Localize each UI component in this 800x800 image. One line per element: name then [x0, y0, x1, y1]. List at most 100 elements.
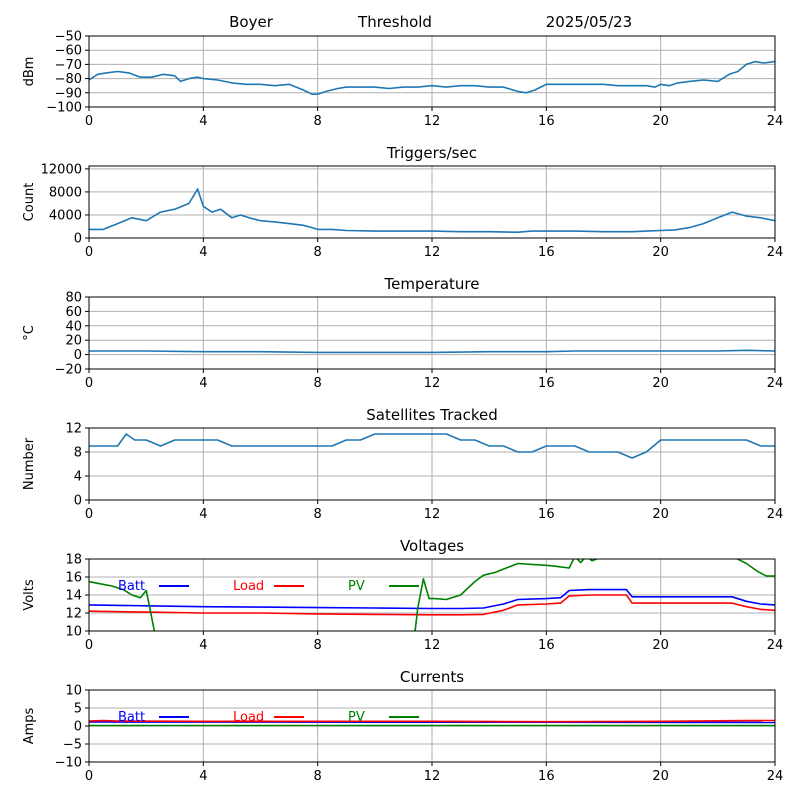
x-tick-label: 8 — [314, 638, 322, 653]
y-axis-label: dBm — [22, 57, 37, 87]
legend: Batt Load PV — [118, 579, 419, 594]
x-tick-label: 0 — [85, 769, 93, 784]
panel-3: 0 4 8 12 16 20 24 0 4 8 12 Satellites Tracked Number — [22, 406, 783, 522]
x-tick-label: 4 — [199, 114, 207, 129]
x-tick-label: 24 — [767, 638, 784, 653]
x-tick-label: 20 — [652, 769, 669, 784]
x-tick-label: 24 — [767, 507, 784, 522]
x-tick-label: 12 — [424, 507, 441, 522]
y-tick-label: 12000 — [41, 162, 82, 177]
series-group — [89, 719, 775, 727]
series-group — [89, 433, 775, 459]
y-tick-label: 10 — [65, 684, 82, 699]
x-tick-label: 20 — [652, 638, 669, 653]
x-tick-label: 20 — [652, 114, 669, 129]
x-tick-label: 12 — [424, 376, 441, 391]
y-axis-label: Number — [22, 437, 37, 490]
panel-title: Temperature — [383, 275, 479, 293]
y-tick-label: 16 — [65, 571, 82, 586]
x-tick-label: 12 — [424, 114, 441, 129]
y-tick-label: 0 — [74, 232, 82, 247]
x-tick-label: 24 — [767, 769, 784, 784]
x-tick-label: 8 — [314, 507, 322, 522]
x-tick-label: 4 — [199, 376, 207, 391]
y-tick-label: 4000 — [49, 208, 82, 223]
series-group — [89, 188, 775, 233]
series-line-load — [89, 594, 775, 616]
x-tick-label: 24 — [767, 376, 784, 391]
x-tick-label: 16 — [538, 376, 555, 391]
x-tick-label: 0 — [85, 114, 93, 129]
legend-label-batt: Batt — [118, 710, 145, 725]
header-date: 2025/05/23 — [546, 13, 632, 31]
series-line-load — [89, 719, 775, 723]
y-tick-label: −5 — [63, 738, 82, 753]
y-tick-label: 60 — [65, 305, 82, 320]
x-tick-label: 0 — [85, 507, 93, 522]
x-tick-label: 24 — [767, 114, 784, 129]
y-tick-label: 18 — [65, 553, 82, 568]
x-tick-label: 0 — [85, 245, 93, 260]
series-line-main — [89, 349, 775, 354]
y-tick-label: −20 — [55, 363, 82, 378]
y-tick-label: 4 — [74, 470, 82, 485]
y-tick-label: 80 — [65, 291, 82, 306]
y-tick-label: 12 — [65, 422, 82, 437]
legend-label-pv: PV — [348, 710, 365, 725]
series-line-main — [89, 60, 775, 95]
legend-label-pv: PV — [348, 579, 365, 594]
legend: Batt Load PV — [118, 710, 419, 725]
y-tick-label: 0 — [74, 348, 82, 363]
y-tick-label: 0 — [74, 720, 82, 735]
series-group — [89, 349, 775, 354]
panel-title: Triggers/sec — [386, 144, 477, 162]
panel-title: Voltages — [400, 537, 464, 555]
panel-title: Currents — [400, 668, 464, 686]
x-tick-label: 16 — [538, 769, 555, 784]
y-tick-label: 12 — [65, 607, 82, 622]
header-station: Boyer — [229, 13, 274, 31]
y-tick-label: −60 — [55, 44, 82, 59]
y-tick-label: −50 — [55, 30, 82, 45]
y-tick-label: −80 — [55, 72, 82, 87]
x-tick-label: 8 — [314, 376, 322, 391]
legend-label-load: Load — [233, 579, 264, 594]
x-tick-label: 24 — [767, 245, 784, 260]
panel-5: 0 4 8 12 16 20 24 −10 −5 0 5 10 Currents Amps Batt Load… — [22, 668, 783, 784]
header-mode: Threshold — [357, 13, 432, 31]
series-line-main — [89, 433, 775, 459]
series-line-main — [89, 188, 775, 233]
x-tick-label: 16 — [538, 507, 555, 522]
y-axis-label: Count — [22, 183, 37, 222]
x-tick-label: 4 — [199, 507, 207, 522]
panel-4: 0 4 8 12 16 20 24 10 12 14 16 18 Voltages Volts Batt Lo… — [22, 537, 783, 653]
x-tick-label: 20 — [652, 376, 669, 391]
series-line-batt — [89, 588, 775, 610]
y-tick-label: 8 — [74, 446, 82, 461]
y-tick-label: 0 — [74, 494, 82, 509]
x-tick-label: 0 — [85, 638, 93, 653]
panel-title: Satellites Tracked — [366, 406, 497, 424]
x-tick-label: 20 — [652, 245, 669, 260]
y-tick-label: 20 — [65, 334, 82, 349]
y-tick-label: −10 — [55, 756, 82, 771]
x-tick-label: 20 — [652, 507, 669, 522]
x-tick-label: 8 — [314, 245, 322, 260]
y-axis-label: Volts — [22, 579, 37, 611]
panel-0: 0 4 8 12 16 20 24 −50−60−70−80−90−100 dBm — [22, 30, 783, 130]
x-tick-label: 4 — [199, 245, 207, 260]
x-tick-label: 4 — [199, 638, 207, 653]
y-tick-label: 14 — [65, 589, 82, 604]
panel-1: 0 4 8 12 16 20 24 0 4000 8000 12000 Triggers/sec Cou… — [22, 144, 783, 260]
x-tick-label: 16 — [538, 245, 555, 260]
legend-label-batt: Batt — [118, 579, 145, 594]
y-tick-label: −100 — [46, 101, 82, 116]
x-tick-label: 8 — [314, 769, 322, 784]
y-axis-label: °C — [22, 325, 37, 341]
y-tick-label: −90 — [55, 86, 82, 101]
y-tick-label: 8000 — [49, 185, 82, 200]
y-axis-label: Amps — [22, 707, 37, 744]
series-group — [89, 60, 775, 95]
